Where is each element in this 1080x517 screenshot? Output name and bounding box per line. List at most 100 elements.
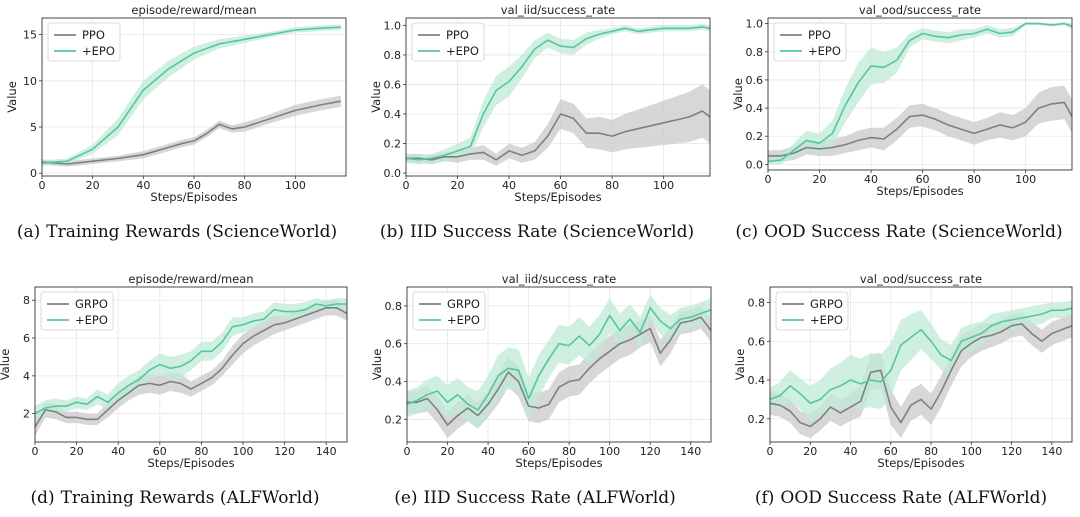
- y-tick-label: 0.0: [746, 158, 764, 171]
- legend: GRPO +EPO: [40, 291, 114, 331]
- y-tick-label: 0: [30, 167, 37, 180]
- y-tick-label: 2: [23, 408, 30, 421]
- legend-label-2: +EPO: [810, 313, 843, 327]
- x-axis-label: Steps/Episodes: [514, 190, 601, 204]
- series-band-1: [406, 84, 710, 166]
- x-tick-label: 140: [316, 445, 337, 458]
- caption-e: (e) IID Success Rate (ALFWorld): [355, 488, 715, 508]
- legend-label-1: GRPO: [75, 297, 108, 311]
- x-axis-label: Steps/Episodes: [876, 184, 963, 198]
- series-band-2: [768, 22, 1072, 165]
- y-tick-label: 0.4: [746, 102, 764, 115]
- series-line-2: [41, 26, 341, 164]
- y-tick-label: 0.2: [746, 130, 764, 143]
- legend: PPO +EPO: [773, 22, 847, 62]
- x-tick-label: 60: [153, 445, 167, 458]
- caption-f-text: OOD Success Rate (ALFWorld): [780, 488, 1048, 508]
- x-tick-label: 80: [194, 445, 208, 458]
- x-tick-label: 120: [274, 445, 295, 458]
- caption-c: (c) OOD Success Rate (ScienceWorld): [719, 222, 1079, 242]
- chart-5: 0 20 40 60 80 100 120 140 0.2 0.4 0.6 0.8 val_iid/su…: [370, 272, 712, 470]
- series-line-2: [767, 22, 1073, 163]
- series-line-2: [406, 306, 712, 411]
- x-tick-label: 60: [916, 173, 930, 186]
- series-band-2: [406, 23, 710, 165]
- y-tick-label: 0.8: [748, 297, 766, 310]
- series-line-1: [34, 306, 348, 428]
- axes-frame: [767, 17, 1073, 171]
- x-tick-label: 120: [1001, 445, 1022, 458]
- axes-frame: [769, 286, 1073, 443]
- x-tick-label: 0: [32, 445, 39, 458]
- series-band-2: [42, 24, 341, 166]
- chart-3: 0 20 40 60 80 100 0.0 0.2 0.4 0.6 0.8 1.0 val_ood/su…: [731, 3, 1073, 198]
- series-line-2: [34, 303, 347, 415]
- y-tick-label: 0.8: [384, 49, 402, 62]
- caption-e-text: IID Success Rate (ALFWorld): [423, 488, 676, 508]
- x-tick-label: 60: [884, 445, 898, 458]
- chart-title: val_iid/success_rate: [501, 3, 615, 17]
- x-tick-label: 140: [680, 445, 701, 458]
- series-line-1: [769, 322, 1073, 428]
- y-axis-label: Value: [370, 349, 384, 381]
- x-tick-label: 0: [403, 179, 410, 192]
- x-tick-label: 20: [86, 179, 100, 192]
- legend-label-2: +EPO: [447, 313, 480, 327]
- x-tick-label: 40: [481, 445, 495, 458]
- x-tick-label: 80: [605, 179, 619, 192]
- y-tick-label: 0.4: [385, 376, 403, 389]
- caption-d-tag: (d): [30, 488, 55, 508]
- chart-title: episode/reward/mean: [131, 3, 256, 17]
- y-axis-label: Value: [733, 349, 747, 381]
- y-tick-label: 0.2: [384, 138, 402, 151]
- series-line-2: [769, 307, 1073, 405]
- x-tick-label: 40: [844, 445, 858, 458]
- y-tick-label: 0.6: [746, 74, 764, 87]
- caption-e-tag: (e): [394, 488, 418, 508]
- y-tick-label: 0.6: [748, 335, 766, 348]
- x-tick-label: 20: [813, 173, 827, 186]
- y-tick-label: 0.8: [746, 46, 764, 59]
- x-tick-label: 80: [562, 445, 576, 458]
- chart-4: 0 20 40 60 80 100 120 140 2 4 6 8 episode/reward/mea…: [0, 272, 348, 470]
- caption-c-text: OOD Success Rate (ScienceWorld): [764, 222, 1063, 242]
- x-tick-label: 40: [864, 173, 878, 186]
- chart-2: 0 20 40 60 80 100 0.0 0.2 0.4 0.6 0.8 1.0 val_iid/su…: [369, 3, 711, 204]
- x-tick-label: 60: [522, 445, 536, 458]
- caption-f-tag: (f): [754, 488, 775, 508]
- x-tick-label: 20: [441, 445, 455, 458]
- axes-frame: [34, 286, 348, 443]
- x-tick-label: 60: [187, 179, 201, 192]
- caption-b-text: IID Success Rate (ScienceWorld): [410, 222, 695, 242]
- x-tick-label: 80: [967, 173, 981, 186]
- x-tick-label: 20: [451, 179, 465, 192]
- y-tick-label: 1.0: [746, 18, 764, 31]
- chart-title: val_ood/success_rate: [859, 3, 981, 17]
- x-tick-label: 0: [39, 179, 46, 192]
- y-tick-label: 5: [30, 121, 37, 134]
- chart-title: val_iid/success_rate: [502, 272, 616, 286]
- x-axis-label: Steps/Episodes: [150, 190, 237, 204]
- legend: PPO +EPO: [411, 22, 485, 62]
- y-tick-label: 0.4: [384, 108, 402, 121]
- series-line-1: [41, 100, 342, 165]
- legend-label-1: PPO: [446, 28, 469, 42]
- y-axis-label: Value: [5, 81, 19, 113]
- x-tick-label: 100: [961, 445, 982, 458]
- chart-1: 0 20 40 60 80 100 0 5 10 15 episode/reward/mean Ste…: [5, 3, 347, 204]
- y-tick-label: 0.4: [748, 374, 766, 387]
- x-tick-label: 100: [1015, 173, 1036, 186]
- y-tick-label: 0.2: [385, 413, 403, 426]
- legend-label-2: +EPO: [75, 313, 108, 327]
- chart-title: val_ood/success_rate: [860, 272, 982, 286]
- axes-frame: [405, 17, 711, 177]
- y-tick-label: 1.0: [384, 19, 402, 32]
- chart-title: episode/reward/mean: [128, 272, 253, 286]
- series-band-2: [770, 300, 1072, 421]
- x-axis-label: Steps/Episodes: [515, 456, 602, 470]
- y-tick-label: 4: [23, 370, 30, 383]
- legend-label-1: PPO: [808, 28, 831, 42]
- caption-b: (b) IID Success Rate (ScienceWorld): [357, 222, 717, 242]
- caption-f: (f) OOD Success Rate (ALFWorld): [721, 488, 1080, 508]
